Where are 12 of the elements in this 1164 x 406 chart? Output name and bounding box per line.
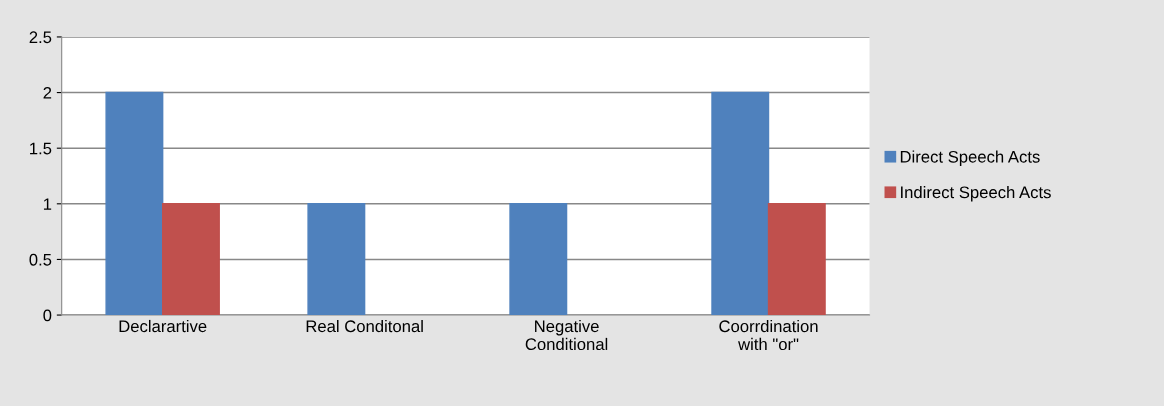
y-tick-label: 1.5 bbox=[30, 142, 52, 155]
x-tick-label: Coorrdination with "or" bbox=[719, 319, 818, 351]
y-tick-label: 0 bbox=[43, 309, 52, 322]
x-tick-label: Real Conditonal bbox=[306, 319, 423, 333]
legend-label: Direct Speech Acts bbox=[900, 150, 1040, 166]
x-tick-label: Negative Conditional bbox=[525, 319, 608, 351]
legend-label: Indirect Speech Acts bbox=[901, 186, 1051, 202]
y-tick-label: 2 bbox=[43, 86, 52, 99]
y-tick-label: 1 bbox=[43, 198, 52, 210]
y-tick-label: 2.5 bbox=[29, 31, 52, 44]
x-tick-label: Declarartive bbox=[119, 319, 207, 333]
y-tick-label: 0.5 bbox=[29, 253, 52, 266]
